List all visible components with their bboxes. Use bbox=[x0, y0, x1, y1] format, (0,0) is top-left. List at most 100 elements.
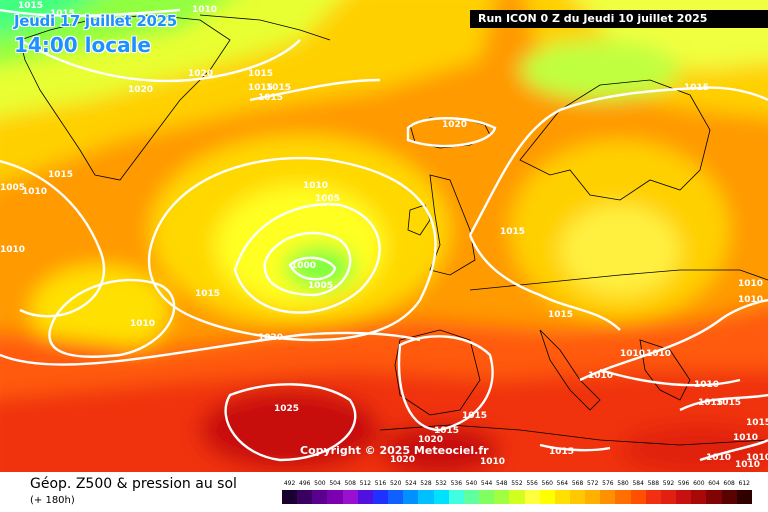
isobar-1015-uk: 1015 bbox=[500, 227, 525, 237]
legend-label: 516 bbox=[374, 480, 387, 487]
isobar-lines bbox=[0, 8, 768, 462]
isobar-1015-atl: 1015 bbox=[195, 289, 220, 299]
isobar-1020-w: 1020 bbox=[188, 69, 213, 79]
legend-swatch bbox=[327, 490, 343, 504]
isobar-1010-italy: 1010 bbox=[588, 371, 613, 381]
legend-label: 512 bbox=[359, 480, 372, 487]
isobar-1015-europe: 1015 bbox=[548, 310, 573, 320]
isobar-1020-w2: 1020 bbox=[128, 85, 153, 95]
legend-label: 564 bbox=[556, 480, 569, 487]
isobar-1010-low: 1010 bbox=[303, 181, 328, 191]
forecast-date: Jeudi 17 juillet 2025 bbox=[14, 12, 177, 30]
isobar-1010-balkan2: 1010 bbox=[646, 349, 671, 359]
legend-swatch bbox=[645, 490, 661, 504]
isobar-1020-north-line bbox=[19, 38, 301, 83]
legend-label: 608 bbox=[723, 480, 735, 487]
isobar-1020-iberia: 1020 bbox=[418, 435, 443, 445]
forecast-map: 1015 101010151020102010151015101510151020… bbox=[0, 0, 768, 472]
isobar-1005-w: 1005 bbox=[0, 183, 25, 193]
isobar-1015-green3: 1015 bbox=[258, 93, 283, 103]
legend-label: 496 bbox=[299, 480, 311, 487]
copyright-notice: Copyright © 2025 Meteociel.fr bbox=[300, 444, 489, 457]
isobar-1020-iceland-ring bbox=[406, 117, 497, 148]
isobar-1020-atl: 1020 bbox=[258, 333, 283, 343]
legend-swatch bbox=[372, 490, 389, 504]
isobar-1010-east: 1010 bbox=[738, 279, 763, 289]
isobar-1015-scand: 1015 bbox=[684, 83, 709, 93]
isobar-1015-top: 1015 bbox=[50, 9, 75, 19]
africa-outline bbox=[379, 424, 768, 446]
isobar-1010-east-line bbox=[579, 298, 768, 382]
britain-outline bbox=[429, 174, 476, 276]
isobar-1010-se: 1010 bbox=[733, 433, 758, 443]
isobar-1010-east2: 1010 bbox=[738, 295, 763, 305]
legend-label: 552 bbox=[511, 480, 523, 487]
legend-label: 568 bbox=[571, 480, 584, 487]
isobar-1015-scand-line bbox=[468, 86, 768, 236]
isobar-1025-ring bbox=[224, 383, 357, 462]
legend-swatch bbox=[721, 490, 737, 504]
legend-swatch bbox=[357, 490, 373, 504]
isobar-1010-far-east: 1010 bbox=[706, 453, 731, 463]
isobar-1015-top-line bbox=[0, 8, 181, 17]
legend-swatch bbox=[706, 490, 722, 504]
forecast-offset: (+ 180h) bbox=[30, 495, 75, 506]
legend-swatch bbox=[342, 490, 358, 504]
isobar-1015-greece2: 1015 bbox=[716, 398, 741, 408]
italy-outline bbox=[539, 329, 601, 411]
isobar-1005-low2: 1005 bbox=[308, 281, 333, 291]
legend-label: 572 bbox=[586, 480, 599, 487]
isobar-1010-atl: 1010 bbox=[130, 319, 155, 329]
isobar-1015-iberia2: 1015 bbox=[434, 426, 459, 436]
greece-outline bbox=[639, 339, 691, 401]
legend-label: 600 bbox=[693, 480, 705, 487]
isobar-1015-green4: 1015 bbox=[266, 83, 291, 93]
isobar-1005-ring bbox=[263, 231, 352, 297]
legend-swatch bbox=[615, 490, 631, 504]
legend-label: 500 bbox=[314, 480, 326, 487]
isobar-1010-balkan: 1010 bbox=[620, 349, 645, 359]
isobar-1010-w: 1010 bbox=[22, 187, 47, 197]
legend-label: 544 bbox=[480, 480, 493, 487]
forecast-time: 14:00 locale bbox=[14, 33, 151, 57]
legend-label: 580 bbox=[617, 480, 629, 487]
legend-swatch bbox=[403, 490, 419, 504]
isobar-1015-se: 1015 bbox=[746, 418, 768, 428]
isobar-1010-africa: 1010 bbox=[480, 457, 505, 467]
geopotential-field bbox=[0, 0, 768, 472]
legend-label: 524 bbox=[405, 480, 417, 487]
legend-label: 592 bbox=[662, 480, 675, 487]
legend-swatches bbox=[282, 490, 752, 504]
legend-swatch bbox=[388, 490, 404, 504]
map-title: Géop. Z500 & pression au sol bbox=[30, 476, 237, 492]
legend-swatch bbox=[297, 490, 313, 504]
legend-label: 536 bbox=[450, 480, 463, 487]
legend-swatch bbox=[585, 490, 601, 504]
isobar-1015-iberia: 1015 bbox=[462, 411, 487, 421]
isobar-1020-iceland: 1020 bbox=[442, 120, 467, 130]
legend-swatch bbox=[691, 490, 707, 504]
isobar-1015-nw: 1015 bbox=[18, 1, 43, 11]
legend-label: 492 bbox=[283, 480, 296, 487]
iberia-outline bbox=[394, 329, 481, 416]
isobar-1015-greece-line bbox=[679, 393, 768, 412]
isobar-1010-azores-ring bbox=[48, 278, 176, 358]
legend-swatch bbox=[554, 490, 570, 504]
legend-label: 604 bbox=[708, 480, 720, 487]
run-info: Run ICON 0 Z du Jeudi 10 juillet 2025 bbox=[470, 10, 768, 28]
isobar-1010-se2: 1010 bbox=[746, 453, 768, 463]
legend-labels: 492 496 500 504 508 512 516 520 524 528 532 536 540 5… bbox=[282, 479, 752, 489]
greenland-outline bbox=[19, 14, 231, 181]
isobar-1015-ring bbox=[147, 156, 437, 342]
legend-label: 540 bbox=[465, 480, 478, 487]
legend-label: 596 bbox=[677, 480, 690, 487]
isobar-1000-ring bbox=[288, 256, 337, 281]
isobar-1015-green: 1015 bbox=[248, 69, 273, 79]
legend-label: 576 bbox=[602, 480, 614, 487]
legend-swatch bbox=[660, 490, 677, 504]
isobar-1020-iberia-ring bbox=[397, 335, 494, 432]
isobar-1020-iberia2: 1020 bbox=[390, 455, 415, 465]
legend-swatch bbox=[433, 490, 449, 504]
legend-swatch bbox=[600, 490, 616, 504]
legend-swatch bbox=[418, 490, 434, 504]
